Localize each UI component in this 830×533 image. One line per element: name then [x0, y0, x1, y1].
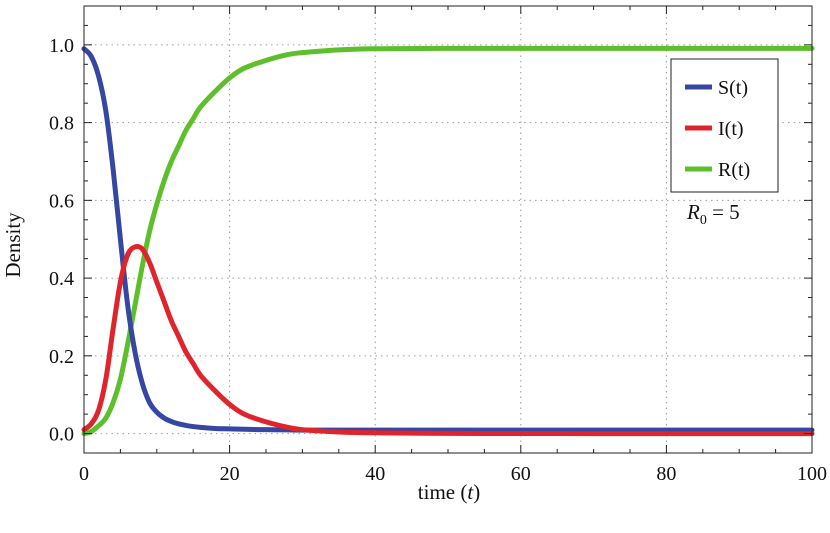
y-tick-label: 0.6 — [49, 190, 74, 212]
y-tick-label: 1.0 — [49, 35, 74, 57]
x-tick-label: 80 — [656, 463, 676, 485]
legend: S(t) I(t) R(t) — [670, 58, 779, 193]
r0-annotation-var: R — [686, 200, 700, 224]
x-tick-label: 40 — [365, 463, 385, 485]
legend-label: R(t) — [718, 159, 750, 181]
legend-label: S(t) — [718, 77, 748, 99]
y-tick-label: 0.0 — [49, 424, 74, 446]
series-line-r — [81, 45, 815, 437]
axis-ticks: 0 20 40 60 80 100 0.0 0.2 0.4 0.6 0.8 1.0 — [49, 6, 827, 485]
r0-annotation-subscript: 0 — [700, 213, 707, 228]
legend-label: I(t) — [718, 118, 744, 140]
series-line-s — [81, 46, 815, 433]
x-tick-label: 60 — [511, 463, 531, 485]
x-axis-label-prefix: time ( — [418, 480, 468, 504]
x-tick-label: 20 — [220, 463, 240, 485]
y-tick-label: 0.8 — [49, 113, 74, 135]
r0-annotation-value: = 5 — [707, 200, 740, 224]
y-axis-label: Density — [1, 212, 25, 278]
series-lines — [81, 45, 815, 437]
x-tick-label: 0 — [79, 463, 89, 485]
x-tick-label: 100 — [797, 463, 827, 485]
x-axis-label: time (t) — [418, 480, 480, 504]
y-tick-label: 0.4 — [49, 268, 74, 290]
series-line-i — [81, 243, 815, 437]
x-axis-label-variable: t — [467, 480, 474, 504]
x-axis-label-suffix: ) — [473, 480, 480, 504]
r0-annotation: R0 = 5 — [686, 200, 740, 228]
y-tick-label: 0.2 — [49, 346, 74, 368]
